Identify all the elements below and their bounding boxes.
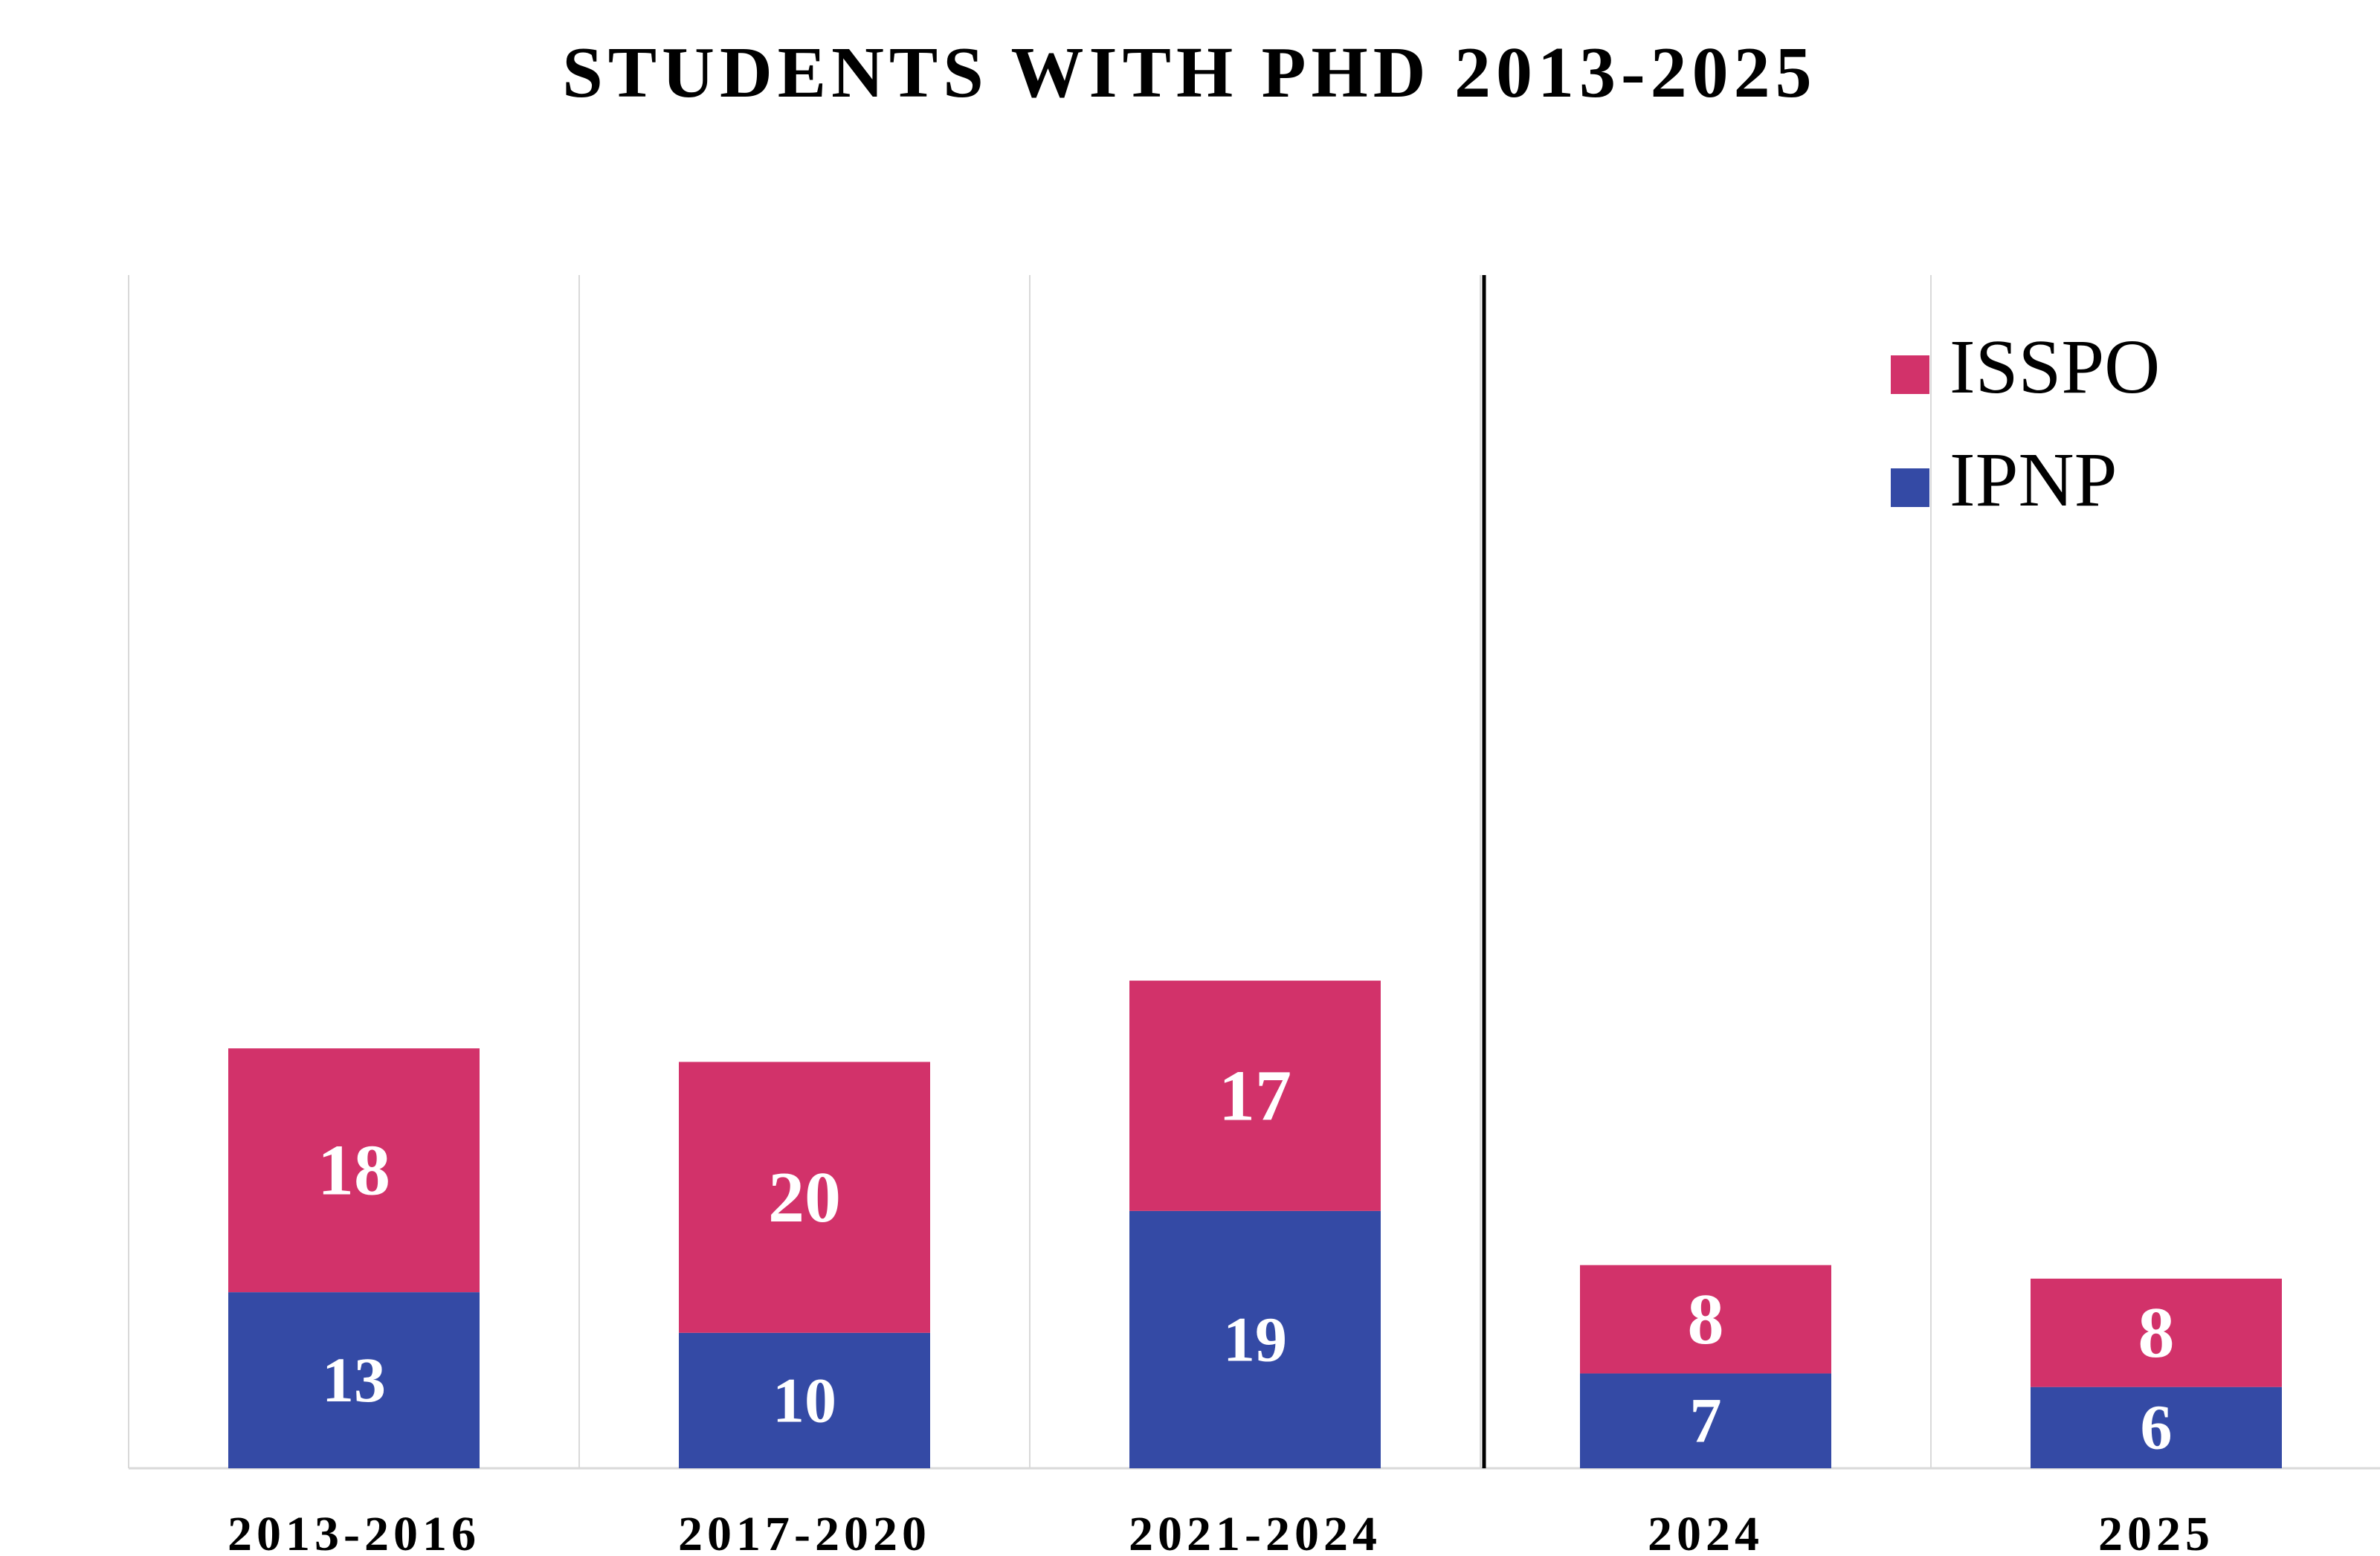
bar-isspo-2021-2024 (1129, 981, 1381, 1211)
chart-title: STUDENTS WITH PHD 2013-2025 (562, 33, 1816, 113)
data-label-isspo-2013-2016: 18 (317, 1131, 390, 1211)
bar-ipnp-2017-2020 (679, 1332, 930, 1468)
x-axis-labels: 2013-2016 2017-2020 2021-2024 2024 2025 (228, 1507, 2214, 1556)
bar-isspo-2017-2020 (679, 1062, 930, 1333)
data-label-ipnp-2017-2020: 10 (773, 1364, 836, 1436)
data-label-isspo-2024: 8 (1688, 1279, 1724, 1360)
x-tick-label: 2025 (2098, 1507, 2214, 1556)
data-label-ipnp-2021-2024: 19 (1223, 1303, 1287, 1375)
bar-isspo-2025 (2031, 1278, 2282, 1387)
data-label-isspo-2017-2020: 20 (768, 1158, 841, 1238)
bar-ipnp-2024 (1580, 1373, 1831, 1468)
data-label-isspo-2021-2024: 17 (1219, 1056, 1291, 1136)
bar-ipnp-2025 (2031, 1386, 2282, 1468)
data-label-ipnp-2024: 7 (1690, 1385, 1722, 1456)
x-tick-label: 2017-2020 (678, 1507, 931, 1556)
bar-ipnp-2013-2016 (228, 1292, 480, 1468)
x-tick-label: 2021-2024 (1129, 1507, 1381, 1556)
bar-ipnp-2021-2024 (1129, 1210, 1381, 1468)
data-label-isspo-2025: 8 (2138, 1293, 2175, 1373)
legend-label-isspo: ISSPO (1950, 324, 2160, 410)
legend-swatch-ipnp (1891, 468, 1929, 507)
legend: ISSPO IPNP (1891, 324, 2160, 523)
bar-isspo-2013-2016 (228, 1048, 480, 1293)
legend-label-ipnp: IPNP (1950, 437, 2117, 523)
legend-swatch-isspo (1891, 355, 1929, 394)
x-tick-label: 2024 (1648, 1507, 1764, 1556)
bar-isspo-2024 (1580, 1265, 1831, 1374)
data-label-ipnp-2013-2016: 13 (322, 1344, 386, 1415)
x-tick-label: 2013-2016 (228, 1507, 480, 1556)
bars: 13 18 10 20 19 17 7 8 6 8 (228, 981, 2282, 1468)
data-label-ipnp-2025: 6 (2141, 1392, 2173, 1463)
